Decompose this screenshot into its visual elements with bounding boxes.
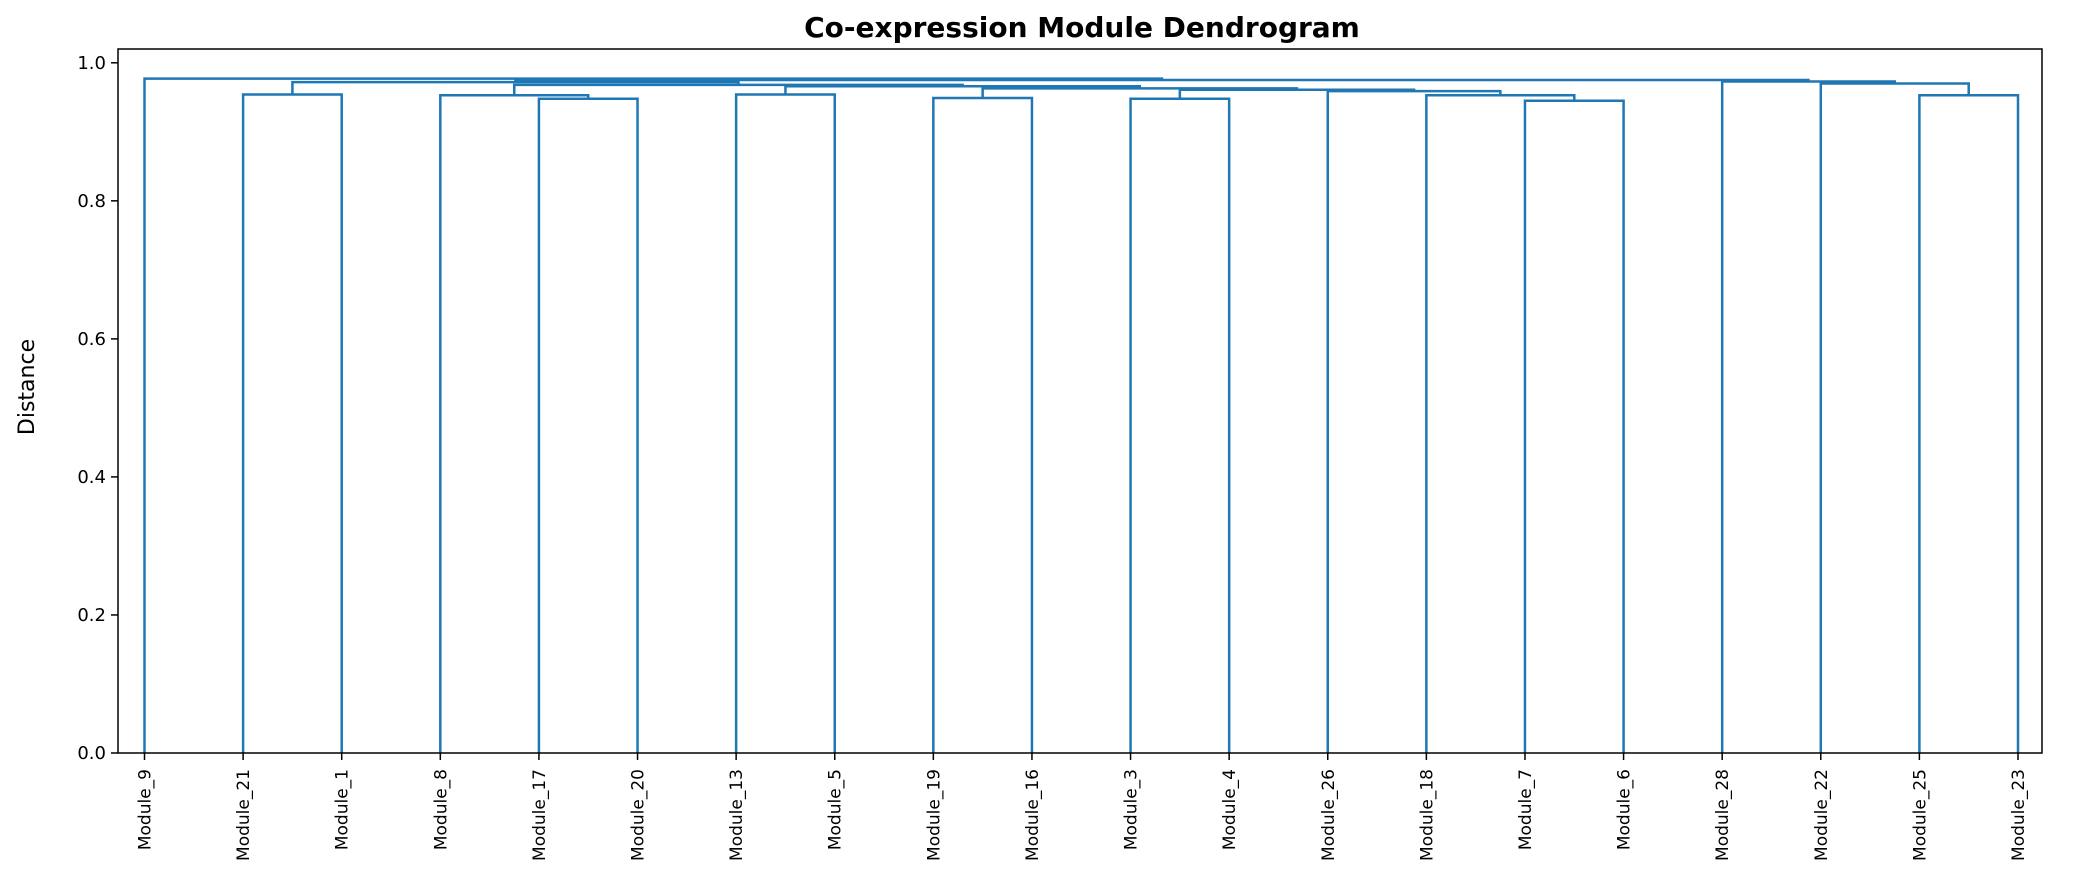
leaf-label: Module_20 [629,769,649,861]
y-tick-label: 0.8 [77,191,106,212]
dendrogram-link [439,93,590,753]
leaf-label: Module_23 [2009,769,2029,861]
leaf-label: Module_6 [1615,769,1635,850]
y-tick-label: 0.6 [77,329,106,350]
dendrogram-link [143,77,1164,753]
leaf-label: Module_26 [1319,769,1339,861]
dendrogram-link [981,87,1299,99]
leaf-label: Module_21 [234,769,254,861]
dendrogram-link [784,85,1142,95]
leaf-label: Module_18 [1417,769,1437,861]
leaf-label: Module_13 [727,769,747,861]
leaf-label: Module_17 [530,769,550,861]
dendrogram-link [1178,88,1416,99]
y-axis-label: Distance [15,339,40,435]
y-tick-label: 1.0 [77,53,106,74]
leaf-label: Module_22 [1812,769,1832,861]
dendrogram-link [1129,97,1231,753]
dendrogram-links [143,77,2020,753]
dendrogram-link [734,93,836,753]
y-axis-ticks: 0.0 0.2 0.4 0.6 0.8 1.0 [77,53,118,764]
leaf-label: Module_19 [924,769,944,861]
leaf-label: Module_28 [1713,769,1733,861]
dendrogram-link [1425,93,1576,753]
leaf-label: Module_1 [333,769,353,850]
leaf-label: Module_5 [826,769,846,850]
chart-title: Co-expression Module Dendrogram [804,11,1360,44]
leaf-label: Module_3 [1122,769,1142,850]
plot-frame [117,48,2043,754]
leaf-label: Module_7 [1516,769,1536,850]
y-tick-label: 0.2 [77,605,106,626]
y-tick-label: 0.0 [77,743,106,764]
leaf-label: Module_9 [136,769,156,850]
dendrogram-link [1918,93,2020,753]
dendrogram-link [1523,99,1625,753]
leaf-label: Module_25 [1910,769,1930,861]
dendrogram-link [537,97,639,753]
leaf-label: Module_16 [1023,769,1043,861]
y-tick-label: 0.4 [77,467,106,488]
dendrogram-link [1819,82,1970,753]
dendrogram-link [1326,89,1502,753]
leaf-label: Module_8 [431,769,451,850]
dendrogram-link [241,93,343,753]
dendrogram-link [932,96,1034,753]
leaf-label: Module_4 [1220,769,1240,850]
x-axis-ticks: Module_9 Module_21 Module_1 Module_8 Module_… [136,753,2029,861]
dendrogram-link [1720,80,1896,753]
